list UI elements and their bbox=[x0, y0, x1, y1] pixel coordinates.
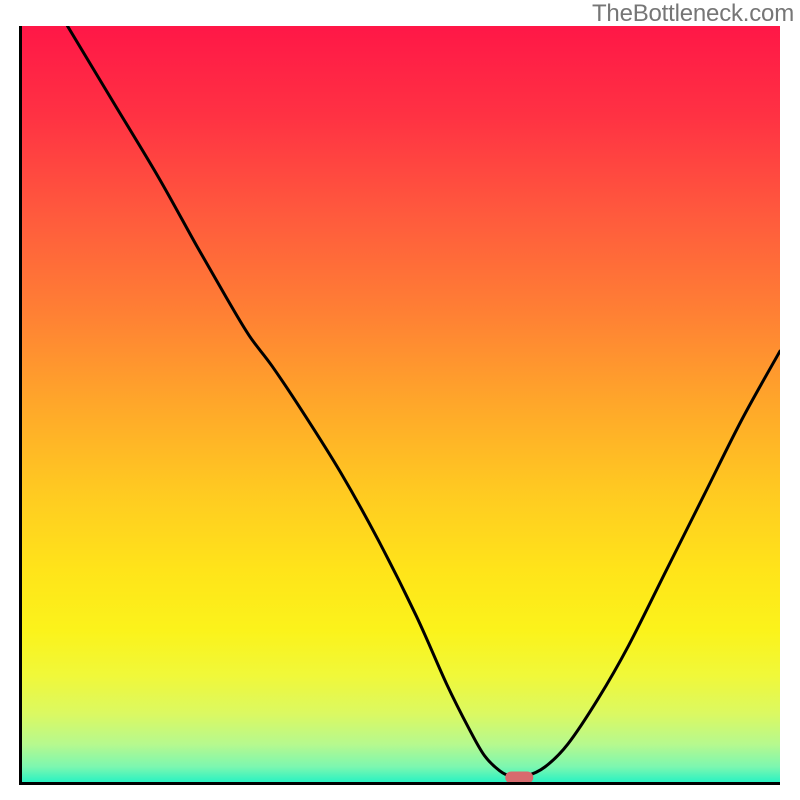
y-axis bbox=[19, 26, 22, 785]
plot-area bbox=[22, 26, 780, 782]
bottleneck-chart: TheBottleneck.com bbox=[0, 0, 800, 800]
x-axis bbox=[19, 782, 780, 785]
chart-svg bbox=[22, 26, 780, 782]
watermark-text: TheBottleneck.com bbox=[592, 0, 794, 28]
optimal-marker bbox=[505, 771, 533, 782]
